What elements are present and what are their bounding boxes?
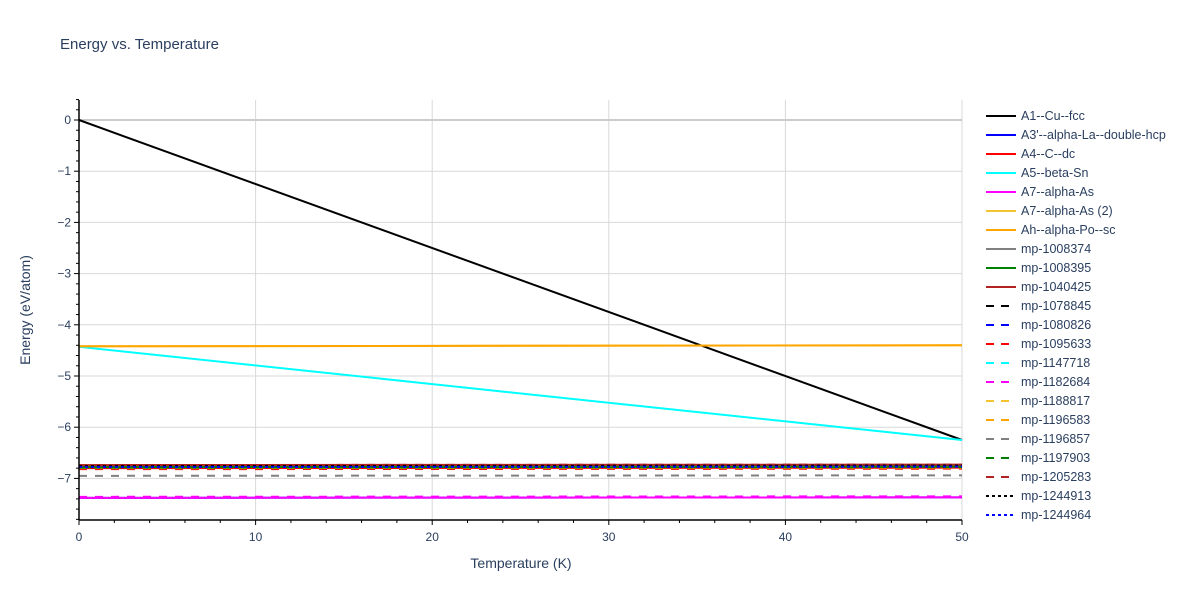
legend-label: mp-1244964 <box>1021 507 1092 522</box>
legend-label: A4--C--dc <box>1021 146 1076 161</box>
legend-item[interactable]: mp-1196857 <box>984 429 1166 448</box>
legend-swatch-icon <box>986 285 1016 288</box>
legend-item[interactable]: A7--alpha-As (2) <box>984 201 1166 220</box>
legend-swatch-icon <box>986 266 1016 269</box>
series-line[interactable] <box>78 344 963 348</box>
legend-item[interactable]: A4--C--dc <box>984 144 1166 163</box>
legend-swatch-icon <box>986 456 1016 459</box>
x-tick-label: 10 <box>249 530 263 544</box>
legend-swatch-icon <box>986 171 1016 174</box>
plot-area[interactable]: 0 −1 −2 −3 −4 −5 −6 −7 0 10 20 30 40 50 <box>0 0 980 600</box>
y-tick-label: −4 <box>57 318 71 332</box>
legend-label: mp-1040425 <box>1021 279 1092 294</box>
x-tick-label: 50 <box>955 530 969 544</box>
chart-title: Energy vs. Temperature <box>60 36 219 53</box>
legend-label: mp-1008395 <box>1021 260 1092 275</box>
legend-item[interactable]: mp-1008395 <box>984 258 1166 277</box>
legend-item[interactable]: mp-1182684 <box>984 372 1166 391</box>
y-tick-label: −1 <box>57 164 71 178</box>
series-line[interactable] <box>78 464 963 468</box>
y-tick-label: −7 <box>57 471 71 485</box>
legend-swatch-icon <box>986 494 1016 497</box>
y-tick-label: −3 <box>57 267 71 281</box>
legend-swatch-icon <box>986 190 1016 193</box>
legend-label: A7--alpha-As (2) <box>1021 203 1113 218</box>
legend-label: Ah--alpha-Po--sc <box>1021 222 1116 237</box>
legend-item[interactable]: mp-1188817 <box>984 391 1166 410</box>
legend-item[interactable]: mp-1244913 <box>984 486 1166 505</box>
y-tick-label: −5 <box>57 369 71 383</box>
series-line[interactable] <box>78 345 963 441</box>
legend-label: mp-1197903 <box>1021 450 1091 465</box>
legend-label: mp-1182684 <box>1021 374 1091 389</box>
series-line[interactable] <box>78 466 963 469</box>
legend-label: A1--Cu--fcc <box>1021 108 1085 123</box>
legend-swatch-icon <box>986 228 1016 231</box>
legend-swatch-icon <box>986 361 1016 364</box>
legend-label: mp-1078845 <box>1021 298 1092 313</box>
y-tick-label: 0 <box>64 113 71 127</box>
legend-item[interactable]: A1--Cu--fcc <box>984 106 1166 125</box>
series-line[interactable] <box>78 463 963 467</box>
legend-item[interactable]: mp-1078845 <box>984 296 1166 315</box>
series-line[interactable] <box>78 496 963 499</box>
legend-label: mp-1244913 <box>1021 488 1092 503</box>
legend-item[interactable]: mp-1040425 <box>984 277 1166 296</box>
legend-swatch-icon <box>986 247 1016 250</box>
legend-swatch-icon <box>986 475 1016 478</box>
legend-item[interactable]: mp-1205283 <box>984 467 1166 486</box>
legend-swatch-icon <box>986 342 1016 345</box>
x-tick-label: 20 <box>426 530 440 544</box>
legend-label: mp-1080826 <box>1021 317 1092 332</box>
legend-swatch-icon <box>986 304 1016 307</box>
legend-label: mp-1196583 <box>1021 412 1091 427</box>
series-line[interactable] <box>78 467 963 471</box>
legend-label: A7--alpha-As <box>1021 184 1094 199</box>
legend-item[interactable]: mp-1095633 <box>984 334 1166 353</box>
legend-label: mp-1095633 <box>1021 336 1092 351</box>
y-axis-label: Energy (eV/atom) <box>17 255 33 365</box>
legend-item[interactable]: A7--alpha-As <box>984 182 1166 201</box>
legend-item[interactable]: mp-1244964 <box>984 505 1166 524</box>
legend-swatch-icon <box>986 380 1016 383</box>
legend-swatch-icon <box>986 114 1016 117</box>
legend-item[interactable]: mp-1196583 <box>984 410 1166 429</box>
legend-item[interactable]: mp-1008374 <box>984 239 1166 258</box>
y-tick-label: −2 <box>57 215 71 229</box>
legend-item[interactable]: mp-1147718 <box>984 353 1166 372</box>
legend-item[interactable]: A5--beta-Sn <box>984 163 1166 182</box>
legend: A1--Cu--fcc A3'--alpha-La--double-hcp A4--… <box>984 106 1166 524</box>
legend-label: mp-1147718 <box>1021 355 1091 370</box>
legend-swatch-icon <box>986 513 1016 516</box>
legend-item[interactable]: mp-1080826 <box>984 315 1166 334</box>
legend-swatch-icon <box>986 133 1016 136</box>
legend-item[interactable]: mp-1197903 <box>984 448 1166 467</box>
legend-swatch-icon <box>986 152 1016 155</box>
series-line[interactable] <box>78 119 963 441</box>
legend-label: A5--beta-Sn <box>1021 165 1089 180</box>
series-line[interactable] <box>78 474 963 477</box>
y-tick-label: −6 <box>57 420 71 434</box>
legend-item[interactable]: A3'--alpha-La--double-hcp <box>984 125 1166 144</box>
legend-label: mp-1196857 <box>1021 431 1091 446</box>
x-tick-label: 30 <box>602 530 616 544</box>
legend-swatch-icon <box>986 209 1016 212</box>
legend-swatch-icon <box>986 323 1016 326</box>
legend-label: A3'--alpha-La--double-hcp <box>1021 127 1166 142</box>
x-tick-label: 0 <box>76 530 83 544</box>
legend-label: mp-1188817 <box>1021 393 1091 408</box>
series-line[interactable] <box>78 495 963 498</box>
legend-label: mp-1205283 <box>1021 469 1092 484</box>
x-tick-label: 40 <box>779 530 793 544</box>
x-axis-label: Temperature (K) <box>470 555 572 571</box>
legend-label: mp-1008374 <box>1021 241 1092 256</box>
legend-swatch-icon <box>986 418 1016 421</box>
legend-swatch-icon <box>986 437 1016 440</box>
legend-swatch-icon <box>986 399 1016 402</box>
legend-item[interactable]: Ah--alpha-Po--sc <box>984 220 1166 239</box>
